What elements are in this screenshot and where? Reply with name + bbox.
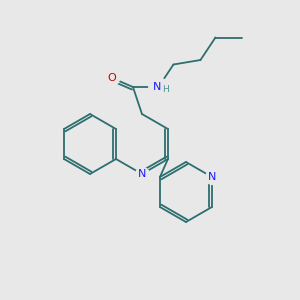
Text: N: N — [138, 169, 146, 179]
Text: N: N — [208, 172, 216, 182]
Text: H: H — [163, 85, 169, 94]
Text: N: N — [153, 82, 161, 92]
Text: O: O — [108, 73, 116, 83]
